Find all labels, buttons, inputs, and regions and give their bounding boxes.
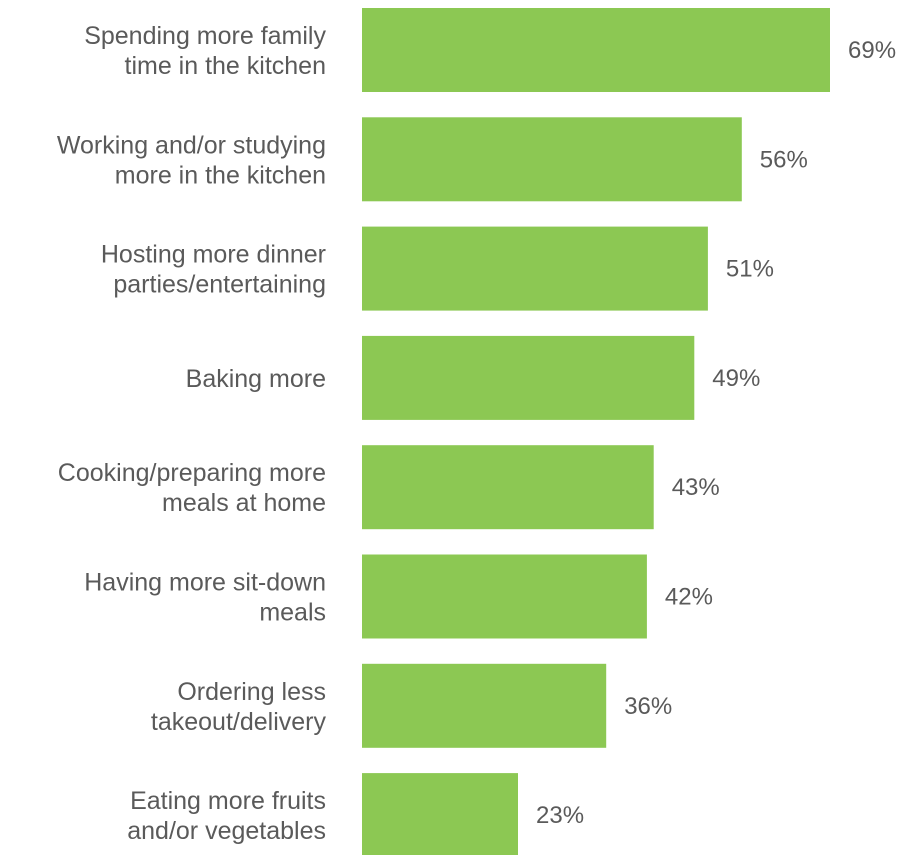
category-label-line: takeout/delivery <box>151 708 327 736</box>
category-labels-group: Spending more family time in the kitchen W… <box>57 22 327 845</box>
value-label-8: 23% <box>536 802 584 829</box>
category-label-6: Having more sit-down meals <box>84 569 326 627</box>
category-label-line: Working and/or studying <box>57 131 326 159</box>
value-labels-group: 69% 56% 51% 49% 43% 42% 36% 23% <box>536 37 896 829</box>
category-label-4: Baking more <box>186 365 326 393</box>
value-label-7: 36% <box>624 693 672 720</box>
bar-2 <box>362 117 742 202</box>
category-label-8: Eating more fruits and/or vegetables <box>127 787 326 845</box>
category-label-line: Having more sit-down <box>84 569 326 597</box>
category-label-7: Ordering less takeout/delivery <box>151 678 327 736</box>
bar-8 <box>362 773 518 855</box>
category-label-2: Working and/or studying more in the kitch… <box>57 131 326 189</box>
value-label-3: 51% <box>726 256 774 283</box>
category-label-line: Cooking/preparing more <box>58 459 326 487</box>
bars-group <box>362 8 830 855</box>
value-label-2: 56% <box>760 146 808 173</box>
value-label-6: 42% <box>665 584 713 611</box>
category-label-line: Ordering less <box>177 678 326 706</box>
bar-6 <box>362 554 647 639</box>
category-label-line: Hosting more dinner <box>101 241 326 269</box>
category-label-3: Hosting more dinner parties/entertaining <box>101 241 326 299</box>
value-label-5: 43% <box>672 474 720 501</box>
category-label-5: Cooking/preparing more meals at home <box>58 459 326 517</box>
category-label-line: and/or vegetables <box>127 817 326 845</box>
category-label-line: Eating more fruits <box>130 787 326 815</box>
category-label-line: parties/entertaining <box>113 271 326 299</box>
category-label-line: Baking more <box>186 365 326 393</box>
category-label-line: meals at home <box>162 489 326 517</box>
bar-3 <box>362 226 708 311</box>
value-label-1: 69% <box>848 37 896 64</box>
category-label-line: time in the kitchen <box>125 52 327 80</box>
category-label-1: Spending more family time in the kitchen <box>84 22 326 80</box>
bar-5 <box>362 445 654 530</box>
bar-4 <box>362 335 695 420</box>
bar-1 <box>362 8 830 92</box>
bar-7 <box>362 663 607 748</box>
category-label-line: Spending more family <box>84 22 326 50</box>
value-label-4: 49% <box>712 365 760 392</box>
category-label-line: meals <box>259 599 326 627</box>
category-label-line: more in the kitchen <box>115 161 326 189</box>
